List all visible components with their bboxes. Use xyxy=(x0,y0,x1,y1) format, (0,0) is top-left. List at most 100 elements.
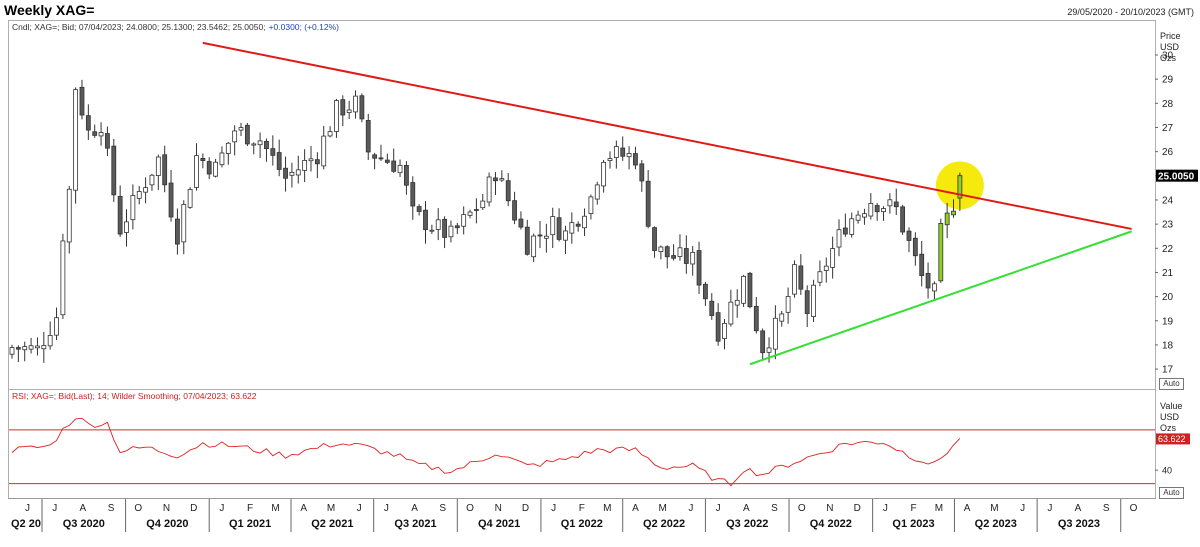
rsi-tick-label: 40 xyxy=(1162,466,1172,476)
candle-body xyxy=(130,195,136,221)
candle-body xyxy=(314,159,320,165)
candle-body xyxy=(410,182,416,207)
resistance-trendline xyxy=(202,41,1132,230)
month-tick-label: S xyxy=(771,503,778,514)
month-tick-label: O xyxy=(798,503,806,514)
month-tick-label: J xyxy=(716,503,721,514)
candle-body xyxy=(734,299,740,306)
unit-line: USD xyxy=(1160,412,1180,422)
candle-body xyxy=(792,264,797,295)
month-tick-label: J xyxy=(688,503,693,514)
candle-body xyxy=(518,218,524,228)
month-tick-label: J xyxy=(357,503,362,514)
month-tick-label: J xyxy=(25,503,30,514)
candle-body xyxy=(569,222,575,234)
month-tick-label: J xyxy=(883,503,888,514)
candle-body xyxy=(671,255,677,259)
month-tick-label: O xyxy=(466,503,474,514)
month-tick-label: J xyxy=(551,503,556,514)
candle-body xyxy=(543,235,549,239)
candle-body xyxy=(41,345,47,350)
candle-body xyxy=(321,135,327,167)
candle-body xyxy=(658,246,664,252)
candle-body xyxy=(887,199,893,207)
unit-line: Value xyxy=(1160,401,1183,411)
candle-body xyxy=(54,317,59,336)
month-tick-label: A xyxy=(80,503,87,514)
candle-body xyxy=(531,235,537,258)
candle-body xyxy=(556,217,562,240)
quarter-tick-label: Q4 2021 xyxy=(478,518,520,530)
candle-body xyxy=(868,203,874,217)
candle-body xyxy=(493,177,498,182)
candle-body xyxy=(155,156,161,176)
candle-body xyxy=(563,230,568,241)
candle-body xyxy=(35,345,40,349)
candle-body xyxy=(289,172,295,176)
unit-line: Price xyxy=(1160,31,1181,41)
rsi-series: 40 xyxy=(9,417,1172,487)
candle-body xyxy=(951,210,956,216)
candle-body xyxy=(28,345,34,350)
candle-body xyxy=(244,124,250,145)
price-unit-label: Price USD Ozs xyxy=(1160,31,1181,64)
candle-body xyxy=(607,158,613,161)
month-tick-label: N xyxy=(163,503,170,514)
candle-body xyxy=(187,189,193,208)
candle-body xyxy=(760,330,766,354)
rsi-line xyxy=(11,417,961,487)
candle-body xyxy=(639,163,645,182)
rsi-auto-scale-button[interactable]: Auto xyxy=(1159,487,1184,499)
candle-body xyxy=(378,157,384,160)
candle-body xyxy=(499,178,505,181)
price-tick-label: 28 xyxy=(1162,99,1174,110)
month-tick-label: F xyxy=(579,503,585,514)
candle-body xyxy=(238,127,244,131)
candle-body xyxy=(925,272,931,289)
support-trendline xyxy=(749,230,1132,366)
candle-body xyxy=(512,200,517,221)
candle-body xyxy=(677,247,683,257)
candle-body xyxy=(537,234,543,237)
candle-body xyxy=(391,160,397,172)
svg-text:63.622: 63.622 xyxy=(1158,434,1186,444)
candle-body xyxy=(105,133,110,149)
candle-body xyxy=(276,152,282,170)
candle-body xyxy=(944,212,950,226)
candle-body xyxy=(225,142,231,154)
candle-body xyxy=(213,161,218,177)
candle-body xyxy=(22,346,28,351)
candle-body xyxy=(416,206,422,212)
candle-body xyxy=(435,219,441,230)
candle-body xyxy=(715,312,721,342)
candle-body xyxy=(264,140,269,150)
month-tick-label: J xyxy=(52,503,57,514)
price-y-axis: 1718192021222324252627282930 xyxy=(1155,50,1174,376)
candle-body xyxy=(601,162,607,187)
candle-body xyxy=(575,223,581,227)
month-tick-label: D xyxy=(190,503,197,514)
rsi-panel-frame xyxy=(8,389,1156,499)
candle-body xyxy=(327,131,333,137)
candle-body xyxy=(47,335,53,347)
price-auto-scale-button[interactable]: Auto xyxy=(1159,378,1184,390)
candle-body xyxy=(626,153,632,158)
candle-body xyxy=(340,99,346,116)
candle-body xyxy=(582,215,587,229)
quarter-tick-label: Q4 2022 xyxy=(810,518,852,530)
candle-body xyxy=(652,227,657,251)
candle-body xyxy=(9,347,15,355)
candle-body xyxy=(92,131,98,136)
candle-body xyxy=(620,147,626,157)
month-tick-label: S xyxy=(439,503,446,514)
candle-body xyxy=(804,290,810,314)
candle-body xyxy=(703,283,708,300)
month-tick-label: M xyxy=(659,503,667,514)
month-tick-label: S xyxy=(1103,503,1110,514)
candle-body xyxy=(429,229,435,232)
candle-body xyxy=(664,246,670,258)
month-tick-label: M xyxy=(603,503,611,514)
candle-body xyxy=(842,227,848,235)
candle-body xyxy=(85,115,91,131)
